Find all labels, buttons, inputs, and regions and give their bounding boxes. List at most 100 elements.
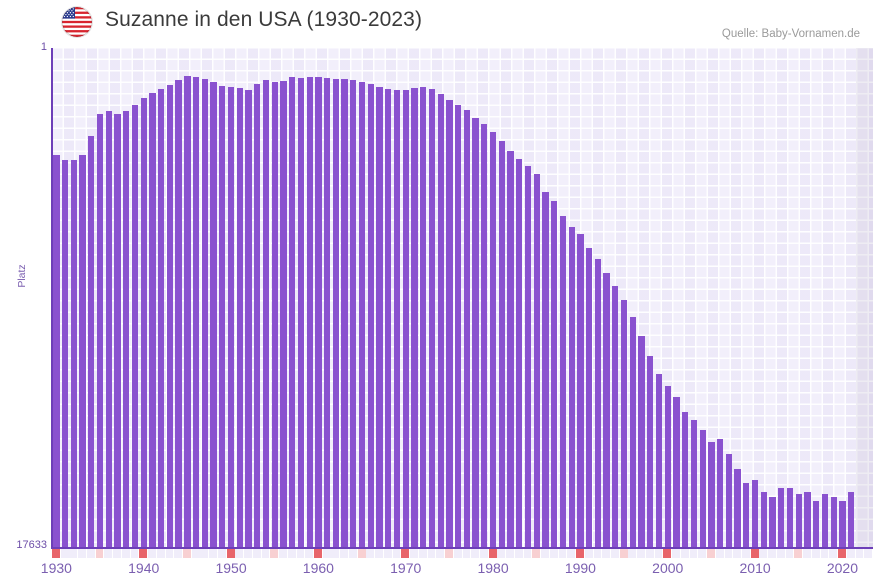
- bar-1979[interactable]: [481, 124, 488, 548]
- bar-1978[interactable]: [472, 118, 479, 548]
- bar-2011[interactable]: [760, 492, 767, 548]
- bar-1991[interactable]: [585, 248, 593, 548]
- bar-2017[interactable]: [813, 501, 820, 548]
- bar-1952[interactable]: [245, 90, 252, 548]
- bar-1947[interactable]: [201, 79, 208, 548]
- bar-1963[interactable]: [341, 79, 348, 548]
- bar-1946[interactable]: [192, 77, 200, 548]
- bar-1936[interactable]: [105, 111, 112, 548]
- bar-1997[interactable]: [638, 336, 645, 548]
- bar-1957[interactable]: [289, 77, 296, 548]
- bar-1932[interactable]: [70, 160, 77, 548]
- bar-1972[interactable]: [420, 87, 427, 548]
- bar-1950[interactable]: [227, 87, 235, 548]
- bar-2001[interactable]: [673, 397, 680, 548]
- bar-2010[interactable]: [751, 480, 759, 548]
- bar-1969[interactable]: [393, 90, 401, 548]
- bar-1961[interactable]: [323, 78, 331, 548]
- bar-1964[interactable]: [350, 80, 357, 548]
- x-tick-cell-2016: [803, 549, 811, 558]
- bar-1959[interactable]: [306, 77, 313, 548]
- bar-1967[interactable]: [376, 87, 383, 548]
- bar-1986[interactable]: [542, 192, 549, 548]
- bar-1949[interactable]: [219, 86, 226, 548]
- bar-1958[interactable]: [297, 78, 305, 548]
- bar-1962[interactable]: [332, 79, 339, 548]
- bar-1968[interactable]: [385, 89, 392, 548]
- bar-1956[interactable]: [280, 81, 287, 548]
- bar-2019[interactable]: [830, 497, 837, 548]
- bar-1999[interactable]: [655, 374, 663, 548]
- bar-1937[interactable]: [114, 114, 121, 548]
- bar-1973[interactable]: [428, 89, 436, 548]
- x-axis-line: [52, 547, 873, 549]
- bar-1953[interactable]: [254, 84, 261, 548]
- bar-2021[interactable]: [848, 492, 855, 548]
- bar-1994[interactable]: [612, 286, 619, 548]
- bar-1976[interactable]: [454, 105, 462, 548]
- bar-2020[interactable]: [839, 501, 846, 548]
- bar-1943[interactable]: [166, 85, 174, 548]
- bar-1974[interactable]: [437, 94, 444, 548]
- x-tick-cell-2014: [785, 549, 794, 558]
- bar-2015[interactable]: [795, 494, 802, 548]
- bar-1987[interactable]: [551, 201, 558, 548]
- bar-1938[interactable]: [123, 111, 130, 548]
- bar-2014[interactable]: [786, 488, 794, 548]
- bar-1954[interactable]: [262, 80, 270, 548]
- bar-1966[interactable]: [367, 84, 374, 548]
- bar-2005[interactable]: [708, 442, 715, 548]
- bar-2012[interactable]: [769, 497, 776, 548]
- bar-2008[interactable]: [734, 469, 741, 548]
- bar-1980[interactable]: [489, 132, 497, 548]
- bar-1955[interactable]: [271, 82, 278, 548]
- bar-1992[interactable]: [594, 259, 601, 548]
- bar-1984[interactable]: [524, 166, 532, 548]
- bar-1998[interactable]: [647, 356, 654, 548]
- bar-2006[interactable]: [717, 439, 724, 548]
- bar-2004[interactable]: [699, 430, 706, 548]
- bar-1941[interactable]: [149, 93, 156, 548]
- bar-1931[interactable]: [61, 160, 69, 548]
- bar-1971[interactable]: [411, 88, 418, 548]
- bar-1944[interactable]: [175, 80, 182, 548]
- bar-2007[interactable]: [725, 454, 733, 548]
- bar-1975[interactable]: [446, 100, 453, 548]
- x-tick-cell-1948: [209, 549, 218, 558]
- bar-1985[interactable]: [533, 174, 540, 548]
- bar-2016[interactable]: [804, 492, 811, 548]
- bar-1982[interactable]: [507, 151, 514, 548]
- bar-1996[interactable]: [629, 317, 636, 548]
- bar-2018[interactable]: [821, 494, 829, 548]
- bar-2002[interactable]: [682, 412, 689, 548]
- bar-2013[interactable]: [778, 488, 785, 548]
- bar-1989[interactable]: [568, 227, 575, 548]
- bar-1930[interactable]: [53, 155, 60, 548]
- bar-1990[interactable]: [577, 234, 584, 548]
- bar-1995[interactable]: [620, 300, 628, 548]
- bar-1981[interactable]: [498, 141, 505, 548]
- bar-1988[interactable]: [559, 216, 567, 548]
- bar-1951[interactable]: [236, 88, 243, 548]
- bar-1933[interactable]: [79, 155, 86, 548]
- bar-1977[interactable]: [463, 110, 470, 548]
- bar-1942[interactable]: [158, 89, 165, 548]
- bar-1948[interactable]: [210, 82, 217, 548]
- bar-1945[interactable]: [184, 76, 191, 548]
- bar-1935[interactable]: [96, 114, 104, 548]
- bar-2000[interactable]: [664, 386, 671, 548]
- x-tick-cell-1989: [567, 549, 576, 558]
- bar-1965[interactable]: [358, 82, 366, 548]
- bar-1934[interactable]: [88, 136, 95, 548]
- bar-1940[interactable]: [140, 98, 147, 548]
- bars-layer: [52, 48, 873, 548]
- bar-1960[interactable]: [315, 77, 322, 548]
- bar-2003[interactable]: [690, 420, 698, 548]
- bar-1970[interactable]: [402, 90, 409, 548]
- bar-1983[interactable]: [516, 159, 523, 548]
- bar-1939[interactable]: [131, 105, 139, 548]
- x-axis-tick-strip: [52, 549, 873, 558]
- bar-2009[interactable]: [743, 483, 750, 548]
- y-axis-line: [51, 48, 53, 549]
- bar-1993[interactable]: [603, 273, 610, 548]
